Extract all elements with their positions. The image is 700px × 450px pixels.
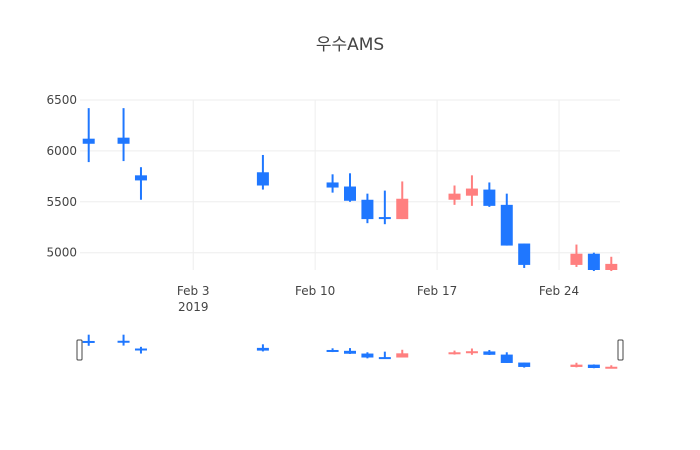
range-slider[interactable] — [76, 334, 624, 369]
slider-candle-body — [344, 350, 356, 354]
candle-body — [344, 186, 356, 201]
y-tick-label: 5000 — [46, 246, 77, 260]
x-tick-label: Feb 3 — [177, 284, 210, 298]
x-axis-tick-labels: Feb 3 2019 Feb 10 Feb 17 Feb 24 — [177, 284, 579, 314]
candle-body — [117, 137, 130, 144]
slider-candle-body — [117, 340, 130, 343]
candle-body — [500, 204, 513, 246]
x-tick-label: Feb 17 — [417, 284, 457, 298]
candle-body — [134, 175, 147, 181]
candle-body — [570, 253, 583, 265]
candle-body — [605, 263, 618, 270]
candle-body — [82, 138, 95, 144]
candle-body — [518, 243, 531, 265]
slider-candle-body — [378, 357, 391, 360]
candle-body — [361, 199, 374, 220]
y-tick-label: 6500 — [46, 93, 77, 107]
slider-candle-body — [361, 353, 374, 358]
slider-candle-body — [256, 347, 269, 351]
slider-candle-body — [82, 340, 95, 343]
candle-body — [396, 198, 409, 220]
candle-body — [256, 172, 269, 186]
candle-body — [587, 253, 600, 270]
y-axis-tick-labels: 6500 6000 5500 5000 — [46, 93, 77, 260]
slider-candle-body — [570, 364, 583, 367]
x-tick-label: Feb 24 — [539, 284, 579, 298]
y-tick-label: 5500 — [46, 195, 77, 209]
candle-body — [326, 182, 339, 188]
x-tick-label: Feb 10 — [295, 284, 335, 298]
range-slider-right-handle[interactable] — [617, 339, 624, 361]
x-gridlines — [192, 100, 560, 270]
y-tick-label: 6000 — [46, 144, 77, 158]
slider-candle-body — [605, 366, 618, 369]
slider-candle-body — [448, 352, 461, 355]
slider-candle-body — [518, 362, 531, 367]
candle-body — [448, 193, 461, 200]
x-tick-year-label: 2019 — [178, 300, 209, 314]
slider-candle-body — [134, 348, 147, 351]
candle-body — [378, 217, 391, 220]
slider-candle-body — [483, 351, 496, 355]
slider-candle-body — [465, 351, 478, 354]
chart-title: 우수AMS — [316, 35, 384, 55]
slider-candle-body — [396, 353, 409, 358]
candlestick-series — [82, 108, 618, 272]
candle-body — [465, 188, 478, 196]
slider-candle-body — [500, 354, 513, 363]
slider-candle-body — [326, 349, 339, 352]
candle-body — [483, 189, 496, 206]
slider-candle-body — [587, 364, 600, 368]
range-slider-left-handle[interactable] — [76, 339, 83, 361]
